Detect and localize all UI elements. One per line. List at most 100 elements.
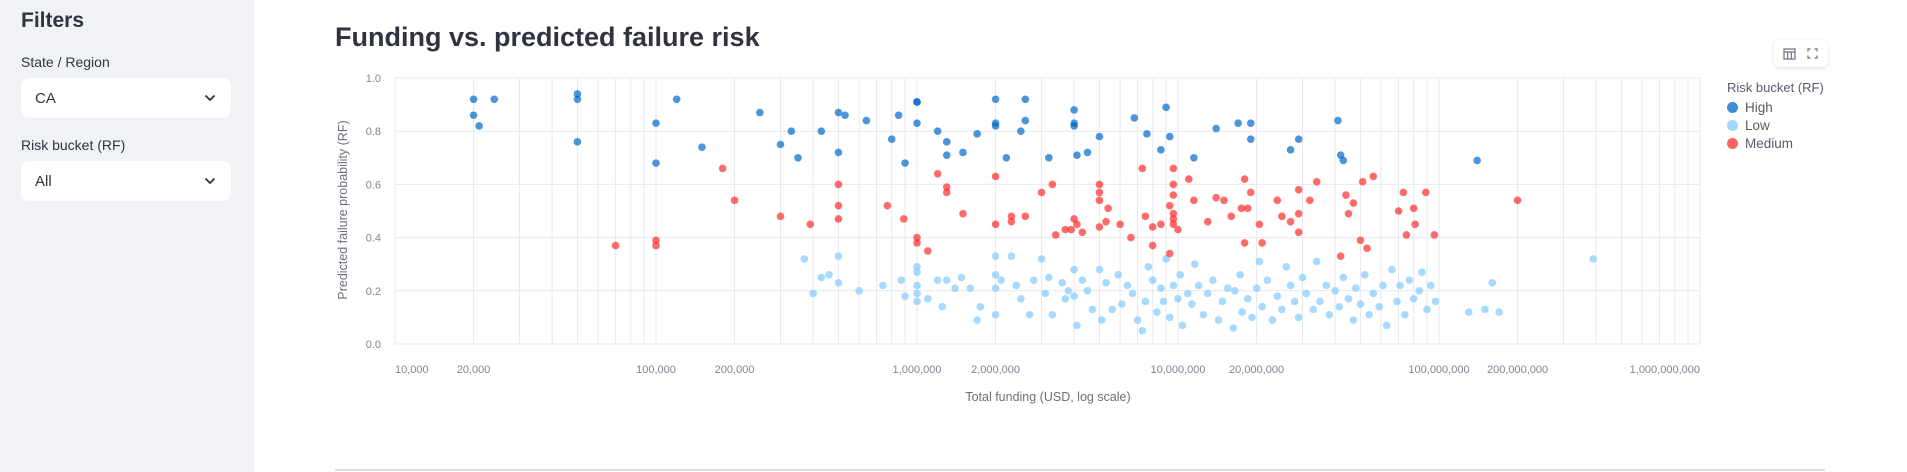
legend-item-medium[interactable]: Medium [1727,134,1824,152]
point-medium [1141,212,1150,221]
point-low [1012,281,1021,290]
point-low [1335,302,1344,311]
legend-item-high[interactable]: High [1727,98,1824,116]
point-low [1393,297,1401,306]
point-high [991,95,1000,104]
state-region-select[interactable]: CA [21,78,231,118]
series-medium [611,164,1522,261]
point-low [1157,284,1165,292]
point-high [1130,114,1139,122]
risk-bucket-select[interactable]: All [21,161,231,201]
point-high [573,138,582,146]
point-high [1294,135,1303,143]
point-medium [1349,199,1358,207]
point-medium [1369,172,1378,181]
legend-dot-medium [1727,137,1738,149]
point-medium [1240,175,1249,183]
x-tick-label: 2,000,000 [971,364,1020,376]
point-low [1165,313,1174,322]
point-high [1339,156,1348,165]
point-high [1473,156,1481,165]
point-low [1426,281,1435,290]
point-medium [834,215,843,223]
point-high [1083,148,1092,157]
point-medium [806,220,815,229]
point-low [1199,310,1208,319]
point-low [938,302,947,311]
point-medium [1421,188,1430,197]
point-low [1423,305,1431,314]
point-medium [1061,225,1070,234]
point-high [1070,106,1078,114]
page-title: Funding vs. predicted failure risk [335,22,760,52]
point-medium [834,201,843,210]
sidebar: Filters State / Region CA Risk bucket (R… [0,0,254,472]
point-low [1431,297,1440,306]
legend-item-low[interactable]: Low [1727,116,1824,134]
legend-title: Risk bucket (RF) [1727,80,1824,95]
point-low [1133,316,1142,324]
point-low [1128,289,1137,298]
point-medium [1394,207,1403,215]
point-medium [1399,188,1408,197]
legend-label-low: Low [1745,117,1770,133]
point-low [1048,310,1057,319]
point-low [1409,294,1418,303]
point-medium [1095,188,1104,197]
fullscreen-icon[interactable] [1804,45,1822,63]
legend-label-medium: Medium [1745,135,1794,151]
point-medium [1174,225,1182,234]
point-high [991,122,1000,130]
point-low [1263,276,1272,284]
risk-bucket-value: All [35,172,52,190]
point-medium [834,180,843,189]
point-low [1236,271,1244,279]
point-medium [1021,212,1030,221]
point-medium [1237,204,1246,213]
point-low [817,273,826,282]
point-low [976,302,985,311]
point-low [991,310,1000,319]
point-medium [1203,217,1212,226]
point-low [957,273,966,282]
table-icon[interactable] [1781,45,1799,63]
point-medium [1430,231,1439,239]
point-medium [1246,188,1255,197]
data-points [469,90,1598,335]
x-tick-label: 20,000 [457,364,491,376]
point-medium [942,188,951,197]
point-low [924,294,932,303]
point-low [1083,287,1092,295]
point-low [1178,321,1187,330]
point-low [1162,255,1170,263]
point-high [776,140,785,149]
point-low [1382,321,1391,330]
point-medium [1007,212,1016,221]
point-medium [1138,164,1147,173]
point-high [841,111,849,120]
point-high [959,148,967,157]
point-low [1169,281,1178,290]
point-high [834,148,843,157]
point-medium [1169,209,1178,218]
point-low [991,284,1000,292]
point-low [1495,308,1503,316]
point-high [1021,95,1030,104]
x-tick-label: 20,000,000 [1229,364,1284,376]
point-low [1325,310,1334,319]
point-low [855,287,863,295]
point-low [1322,281,1331,290]
point-medium [718,164,727,173]
legend-label-high: High [1745,99,1773,115]
point-medium [1240,239,1249,247]
point-low [1230,287,1239,295]
point-medium [1342,191,1350,199]
point-medium [1007,217,1016,226]
point-low [1088,305,1097,314]
point-medium [1190,196,1198,205]
point-low [913,297,921,306]
point-medium [1104,204,1112,213]
chart-toolbar [1774,40,1828,67]
point-medium [1169,215,1178,223]
point-low [1209,276,1217,284]
